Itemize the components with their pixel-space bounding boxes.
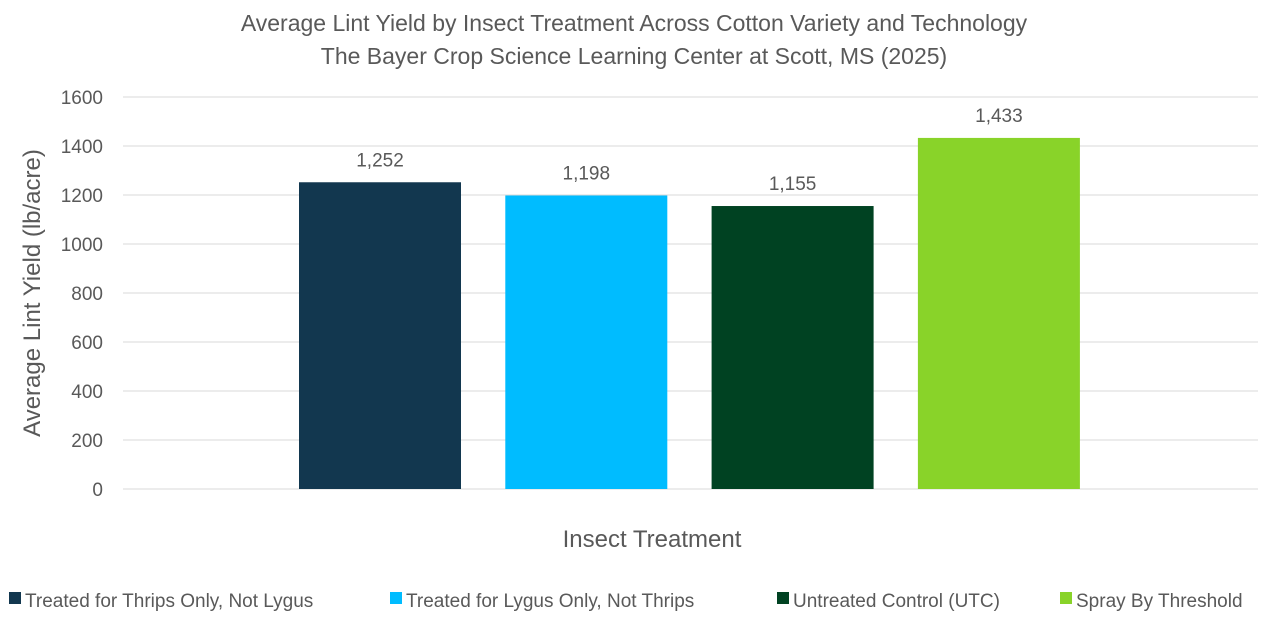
y-tick-label: 200: [71, 431, 103, 452]
legend-label: Treated for Thrips Only, Not Lygus: [25, 591, 313, 612]
chart-title: Average Lint Yield by Insect Treatment A…: [241, 10, 1028, 69]
gridlines: [123, 96, 1258, 490]
data-label: 1,155: [769, 174, 817, 195]
legend-swatch: [9, 592, 21, 604]
bar: [711, 206, 874, 489]
legend-swatch: [1060, 592, 1072, 604]
y-tick-label: 400: [71, 382, 103, 403]
legend-label: Treated for Lygus Only, Not Thrips: [406, 591, 694, 612]
x-axis-title: Insect Treatment: [563, 526, 742, 553]
bar: [505, 195, 668, 490]
legend-swatch: [390, 592, 402, 604]
bars: [299, 137, 1080, 490]
y-tick-label: 600: [71, 333, 103, 354]
y-tick-label: 1600: [61, 88, 103, 109]
y-tick-label: 800: [71, 284, 103, 305]
y-tick-label: 1200: [61, 186, 103, 207]
chart-title-line-2: The Bayer Crop Science Learning Center a…: [321, 43, 947, 69]
bar: [917, 137, 1080, 490]
data-labels: 1,252 1,198 1,155 1,433: [356, 106, 1022, 195]
legend-label: Untreated Control (UTC): [793, 591, 1000, 612]
data-label: 1,433: [975, 106, 1023, 127]
y-tick-label: 1000: [61, 235, 103, 256]
y-axis-tick-labels: 0 200 400 600 800 1000 1200 1400 1600: [61, 88, 103, 501]
y-tick-label: 0: [92, 480, 103, 501]
y-tick-label: 1400: [61, 137, 103, 158]
legend: Treated for Thrips Only, Not Lygus Treate…: [9, 591, 1243, 612]
chart-title-line-1: Average Lint Yield by Insect Treatment A…: [241, 10, 1028, 36]
y-axis-title: Average Lint Yield (lb/acre): [19, 149, 46, 437]
legend-label: Spray By Threshold: [1076, 591, 1243, 612]
data-label: 1,198: [563, 163, 611, 184]
legend-swatch: [777, 592, 789, 604]
bar: [299, 182, 461, 489]
data-label: 1,252: [356, 150, 404, 171]
